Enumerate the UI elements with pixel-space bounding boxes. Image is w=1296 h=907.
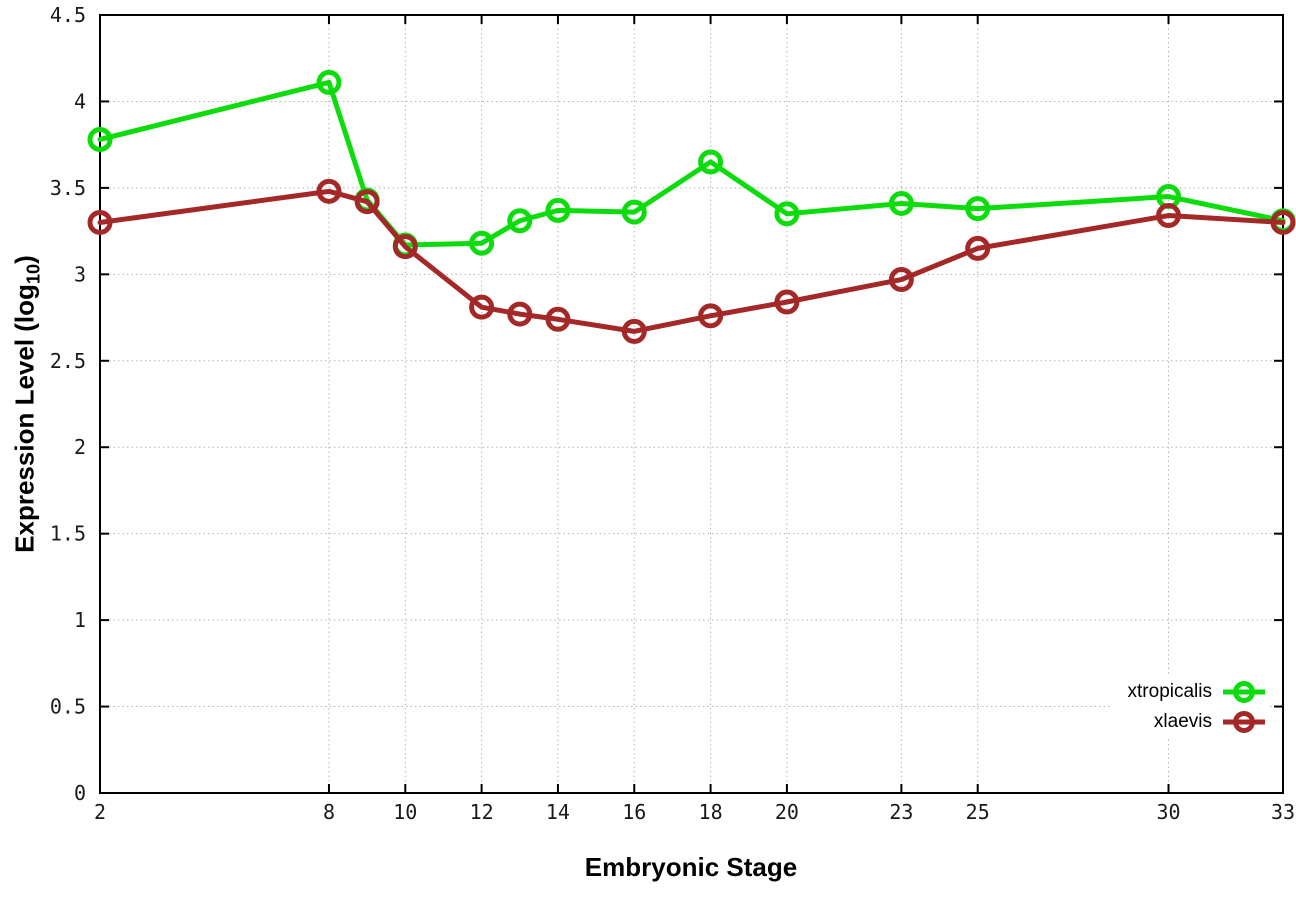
x-axis-title: Embryonic Stage [584, 852, 798, 882]
y-tick-label: 1.5 [50, 522, 86, 546]
data-point-xlaevis [1156, 203, 1182, 229]
data-point-xtropicalis [621, 199, 647, 225]
y-tick-label: 3.5 [50, 176, 86, 200]
x-tick-label: 20 [775, 800, 799, 824]
data-point-xlaevis [392, 234, 418, 260]
data-point-xlaevis [316, 178, 342, 204]
x-tick-label: 2 [94, 800, 106, 824]
data-point-xlaevis [507, 301, 533, 327]
data-point-xlaevis [87, 209, 113, 235]
y-tick-label: 0.5 [50, 695, 86, 719]
x-tick-label: 33 [1271, 800, 1295, 824]
y-axis-title-subscript: 10 [23, 263, 44, 285]
y-axis-title-text: Expression Level (log [9, 284, 40, 553]
y-tick-label: 4 [74, 89, 86, 113]
data-point-xlaevis [545, 306, 571, 332]
y-tick-label: 1 [74, 608, 86, 632]
y-tick-label: 4.5 [50, 3, 86, 27]
legend-label-xtropicalis: xtropicalis [1127, 681, 1212, 702]
y-axis-title: Expression Level (log10) [9, 255, 44, 553]
data-point-xtropicalis [698, 149, 724, 175]
x-tick-label: 10 [393, 800, 417, 824]
y-tick-label: 2.5 [50, 349, 86, 373]
data-point-xtropicalis [507, 208, 533, 234]
data-point-xtropicalis [545, 197, 571, 223]
y-tick-label: 2 [74, 435, 86, 459]
x-tick-label: 16 [622, 800, 646, 824]
x-tick-label: 18 [699, 800, 723, 824]
data-point-xlaevis [469, 294, 495, 320]
plot-border [99, 14, 1284, 794]
x-tick-label: 23 [889, 800, 913, 824]
x-tick-label: 25 [966, 800, 990, 824]
data-point-xlaevis [1270, 209, 1296, 235]
series-xlaevis-line [97, 188, 1286, 334]
x-tick-label: 12 [470, 800, 494, 824]
legend-label-xlaevis: xlaevis [1153, 711, 1212, 732]
y-axis-title-suffix: ) [9, 255, 40, 264]
data-point-xlaevis [888, 267, 914, 293]
legend-item-xlaevis: xlaevis [1154, 709, 1266, 735]
legend-item-xtropicalis: xtropicalis [1128, 679, 1266, 705]
x-tick-label: 8 [323, 800, 335, 824]
data-point-xlaevis [965, 235, 991, 261]
data-point-xtropicalis [774, 201, 800, 227]
data-point-xlaevis [621, 318, 647, 344]
xlaevis-marker-icon [1223, 711, 1265, 733]
series-xtropicalis-line [97, 79, 1286, 248]
y-tick-label: 3 [74, 262, 86, 286]
x-tick-label: 30 [1156, 800, 1180, 824]
legend: xtropicalis xlaevis [1111, 676, 1270, 738]
data-point-xtropicalis [87, 126, 113, 152]
data-point-xtropicalis [888, 190, 914, 216]
data-point-xlaevis [354, 189, 380, 215]
y-tick-label: 0 [74, 781, 86, 805]
data-point-xlaevis [698, 303, 724, 329]
data-point-xlaevis [774, 289, 800, 315]
data-point-xtropicalis [316, 69, 342, 95]
data-point-xtropicalis [469, 230, 495, 256]
x-tick-label: 14 [546, 800, 570, 824]
data-point-xtropicalis [965, 196, 991, 222]
xtropicalis-marker-icon [1223, 681, 1265, 703]
